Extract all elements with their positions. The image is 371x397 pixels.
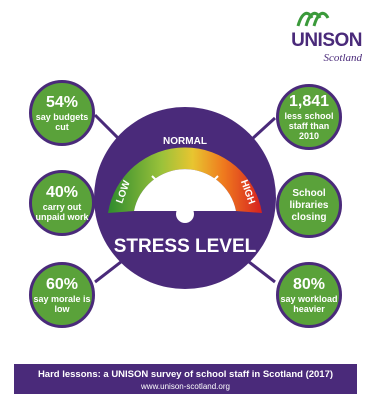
stat-value: 54%	[45, 93, 79, 111]
unison-figures-icon	[296, 11, 330, 27]
logo-subtitle: Scotland	[323, 52, 363, 64]
stat-value: 80%	[292, 275, 326, 293]
stat-caption: less school staff than 2010	[284, 110, 334, 141]
stat-value: 40%	[45, 183, 79, 201]
stress-level-label: STRESS LEVEL	[114, 236, 257, 257]
stat-value: 1,841	[288, 92, 330, 110]
logo-name: UNISON	[291, 30, 362, 51]
gauge-needle	[176, 199, 194, 223]
stress-gauge-infographic: LOW NORMAL HIGH STRESS LEVEL	[93, 107, 277, 289]
stat-caption: carry out unpaid work	[35, 201, 89, 222]
footer-title: Hard lessons: a UNISON survey of school …	[37, 369, 334, 380]
stat-unpaid-work: 40% carry out unpaid work	[29, 170, 95, 236]
stat-budgets-cut: 54% say budgets cut	[29, 80, 95, 146]
stat-caption: say morale is low	[33, 293, 91, 314]
footer-banner: Hard lessons: a UNISON survey of school …	[14, 364, 357, 394]
stat-caption: say budgets cut	[35, 111, 89, 132]
unison-logo: UNISON Scotland	[284, 8, 366, 70]
gauge-arc	[108, 147, 262, 213]
stat-morale-low: 60% say morale is low	[29, 262, 95, 328]
stat-caption: School libraries closing	[289, 187, 329, 223]
stat-value: 60%	[45, 275, 79, 293]
stat-workload-heavier: 80% say workload heavier	[276, 262, 342, 328]
stat-libraries-closing: School libraries closing	[276, 172, 342, 238]
footer-url: www.unison-scotland.org	[141, 382, 230, 391]
gauge-normal-label: NORMAL	[163, 136, 207, 147]
stat-caption: say workload heavier	[280, 293, 338, 314]
stat-less-staff: 1,841 less school staff than 2010	[276, 84, 342, 150]
